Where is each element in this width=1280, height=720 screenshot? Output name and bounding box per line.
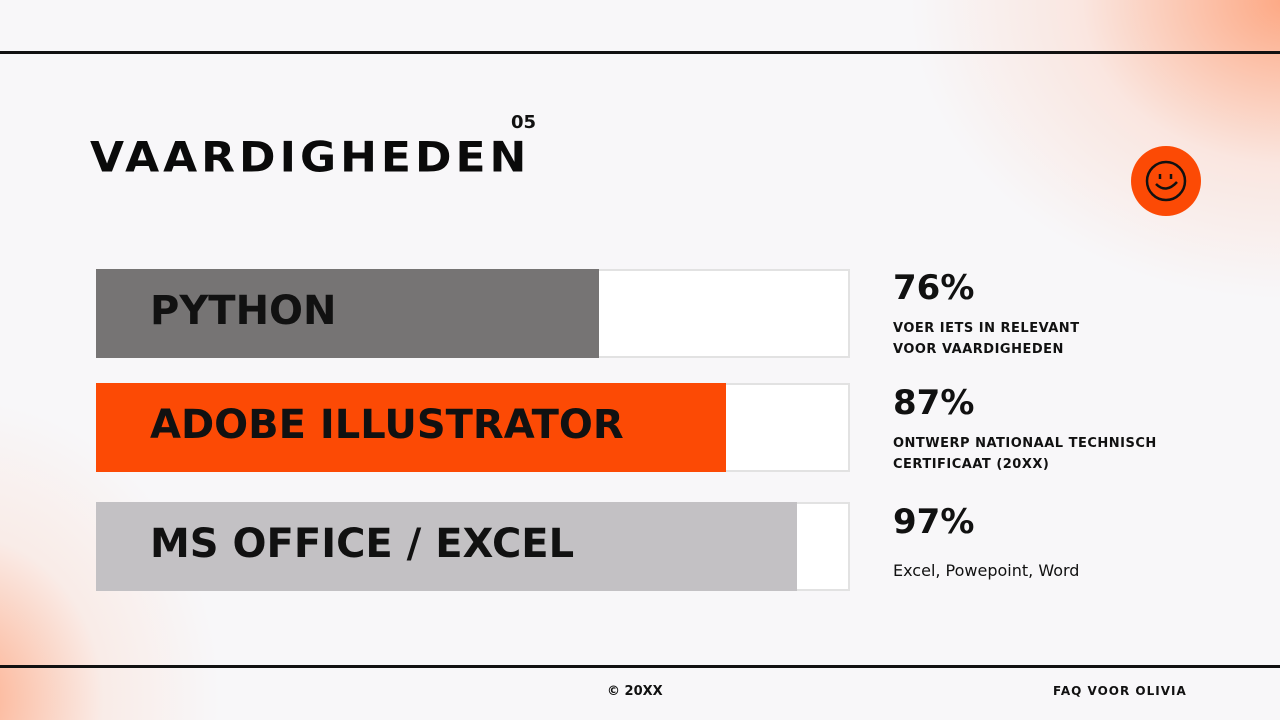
skill-label: PYTHON — [150, 288, 337, 334]
skill-percent: 87% — [893, 383, 975, 423]
skill-bar-fill: MS OFFICE / EXCEL — [96, 502, 798, 591]
skill-description: ONTWERP NATIONAAL TECHNISCH — [893, 436, 1157, 451]
skill-description: Excel, Powepoint, Word — [893, 561, 1080, 580]
skill-bar: ADOBE ILLUSTRATOR — [96, 383, 850, 472]
bottom-divider — [0, 665, 1280, 668]
slide-number: 05 — [511, 112, 537, 133]
skill-description: VOER IETS IN RELEVANT — [893, 321, 1080, 336]
skill-bar-fill: ADOBE ILLUSTRATOR — [96, 383, 726, 472]
skill-percent: 76% — [893, 268, 975, 308]
footer-title: FAQ VOOR OLIVIA — [1053, 684, 1187, 698]
skill-bar: PYTHON — [96, 269, 850, 358]
page-title: VAARDIGHEDEN — [90, 133, 531, 182]
skill-label: MS OFFICE / EXCEL — [150, 521, 575, 567]
skill-percent: 97% — [893, 502, 975, 542]
skill-description: CERTIFICAAT (20XX) — [893, 457, 1050, 472]
skill-bar-fill: PYTHON — [96, 269, 599, 358]
footer-copyright: © 20XX — [607, 684, 663, 699]
skill-label: ADOBE ILLUSTRATOR — [150, 402, 624, 448]
skill-bar: MS OFFICE / EXCEL — [96, 502, 850, 591]
top-divider — [0, 51, 1280, 54]
skill-description: VOOR VAARDIGHEDEN — [893, 342, 1064, 357]
smiley-icon — [1131, 146, 1201, 216]
